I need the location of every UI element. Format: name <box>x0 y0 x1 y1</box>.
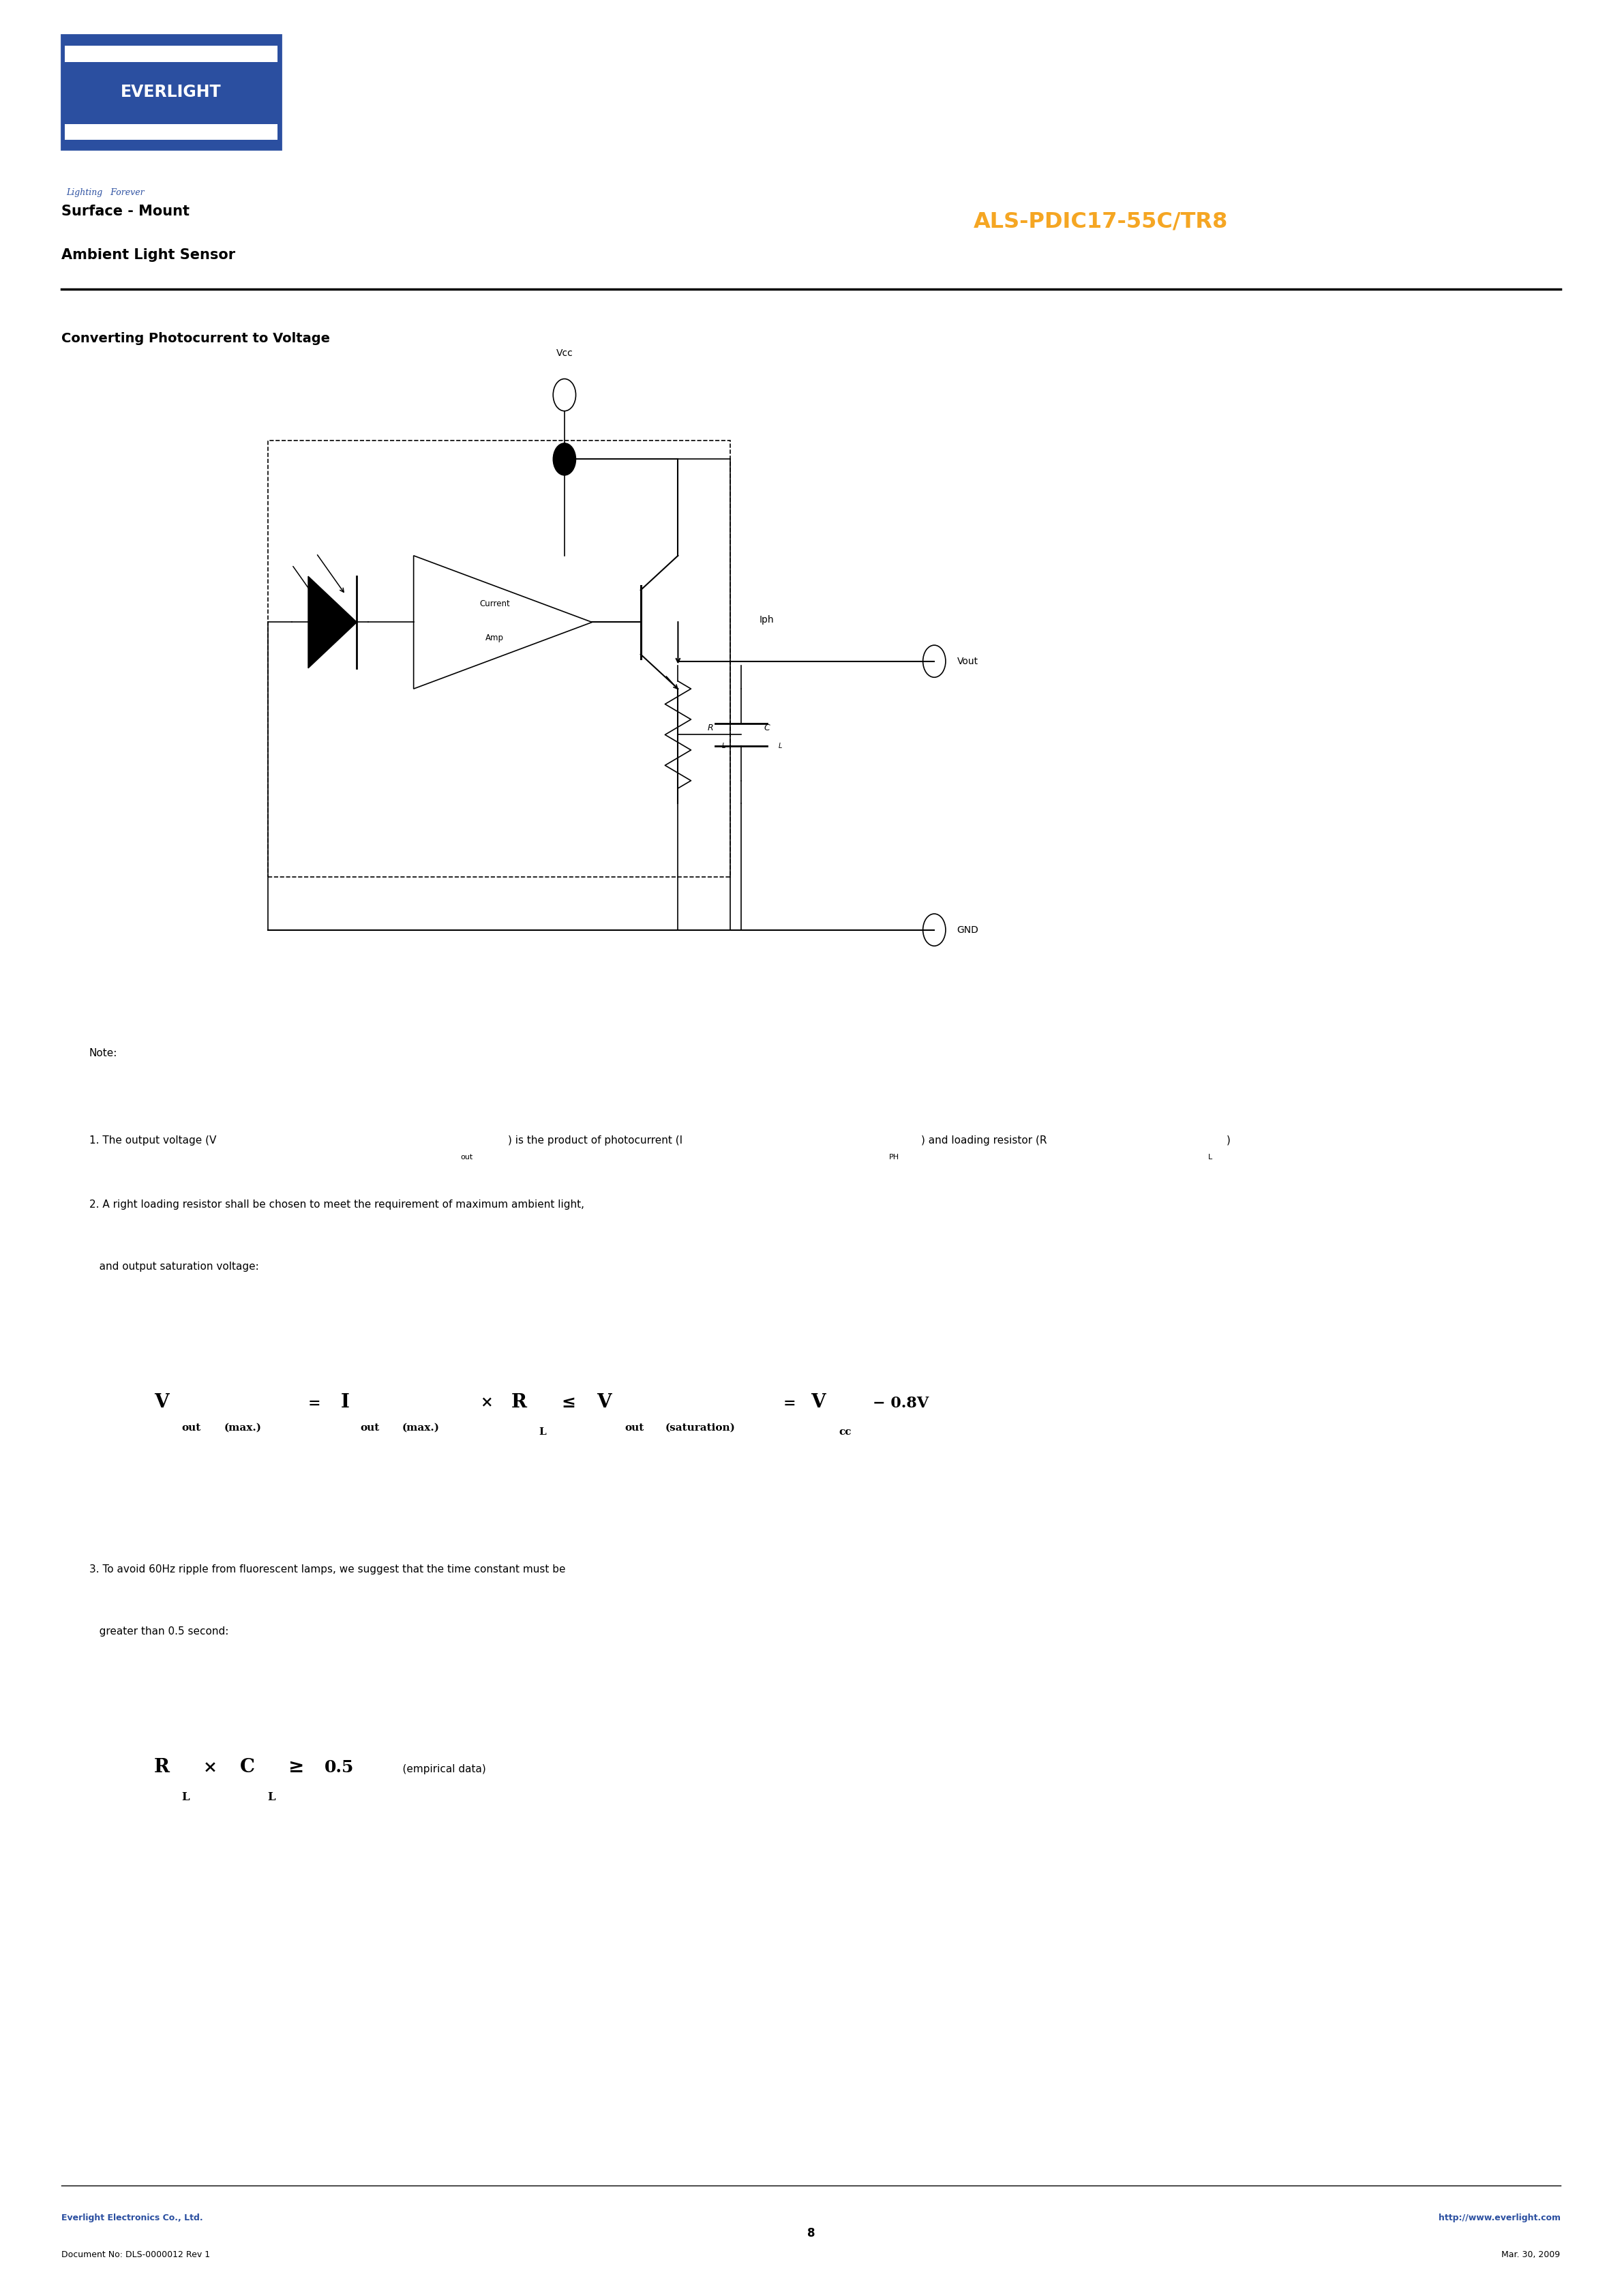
Text: L: L <box>722 744 725 748</box>
Text: 3. To avoid 60Hz ripple from fluorescent lamps, we suggest that the time constan: 3. To avoid 60Hz ripple from fluorescent… <box>89 1564 566 1575</box>
Circle shape <box>553 443 576 475</box>
Text: Vcc: Vcc <box>556 349 573 358</box>
Text: http://www.everlight.com: http://www.everlight.com <box>1439 2213 1560 2223</box>
Text: R: R <box>707 723 714 732</box>
Text: Current: Current <box>480 599 509 608</box>
Text: L: L <box>182 1791 190 1802</box>
FancyBboxPatch shape <box>65 124 277 140</box>
Text: ) and loading resistor (R: ) and loading resistor (R <box>921 1134 1048 1146</box>
Text: =: = <box>308 1396 321 1410</box>
Text: Vout: Vout <box>957 657 978 666</box>
Text: 2. A right loading resistor shall be chosen to meet the requirement of maximum a: 2. A right loading resistor shall be cho… <box>89 1199 584 1210</box>
Text: ×: × <box>203 1759 217 1775</box>
Text: Mar. 30, 2009: Mar. 30, 2009 <box>1502 2250 1560 2259</box>
Text: ): ) <box>1226 1134 1229 1146</box>
Text: ALS-PDIC17-55C/TR8: ALS-PDIC17-55C/TR8 <box>973 211 1228 232</box>
Text: ×: × <box>480 1396 493 1410</box>
Text: PH: PH <box>889 1155 899 1162</box>
Text: R: R <box>154 1759 170 1777</box>
Text: Amp: Amp <box>485 634 504 643</box>
Text: (max.): (max.) <box>224 1424 261 1433</box>
Text: Converting Photocurrent to Voltage: Converting Photocurrent to Voltage <box>62 333 331 344</box>
Text: (empirical data): (empirical data) <box>389 1763 487 1775</box>
Text: EVERLIGHT: EVERLIGHT <box>120 83 222 101</box>
Text: 0.5: 0.5 <box>324 1759 354 1775</box>
Text: R: R <box>511 1394 527 1412</box>
Text: Everlight Electronics Co., Ltd.: Everlight Electronics Co., Ltd. <box>62 2213 203 2223</box>
Text: GND: GND <box>957 925 978 934</box>
Text: I: I <box>341 1394 349 1412</box>
Text: 1. The output voltage (V: 1. The output voltage (V <box>89 1134 216 1146</box>
Text: ) is the product of photocurrent (I: ) is the product of photocurrent (I <box>508 1134 683 1146</box>
Text: (saturation): (saturation) <box>665 1424 735 1433</box>
Text: greater than 0.5 second:: greater than 0.5 second: <box>89 1626 229 1637</box>
Text: ≤: ≤ <box>561 1394 576 1410</box>
Text: =: = <box>783 1396 796 1410</box>
FancyBboxPatch shape <box>62 34 281 149</box>
Text: Surface - Mount: Surface - Mount <box>62 204 190 218</box>
Text: and output saturation voltage:: and output saturation voltage: <box>89 1261 260 1272</box>
Text: V: V <box>811 1394 826 1412</box>
Text: V: V <box>597 1394 611 1412</box>
Text: cc: cc <box>839 1428 852 1437</box>
Text: C: C <box>764 723 770 732</box>
Text: out: out <box>360 1424 380 1433</box>
Polygon shape <box>308 576 357 668</box>
Text: V: V <box>154 1394 169 1412</box>
Text: L: L <box>268 1791 276 1802</box>
Text: ≥: ≥ <box>289 1759 305 1777</box>
Text: out: out <box>461 1155 474 1162</box>
Text: L: L <box>779 744 782 748</box>
Text: L: L <box>1208 1155 1213 1162</box>
Text: out: out <box>182 1424 201 1433</box>
Text: out: out <box>624 1424 644 1433</box>
Text: Document No: DLS-0000012 Rev 1: Document No: DLS-0000012 Rev 1 <box>62 2250 211 2259</box>
FancyBboxPatch shape <box>65 46 277 62</box>
Text: 8: 8 <box>808 2227 814 2239</box>
Text: Lighting   Forever: Lighting Forever <box>67 188 144 197</box>
Text: Iph: Iph <box>759 615 774 625</box>
Text: Note:: Note: <box>89 1047 117 1058</box>
Text: Ambient Light Sensor: Ambient Light Sensor <box>62 248 235 262</box>
Text: L: L <box>539 1428 547 1437</box>
Text: C: C <box>240 1759 255 1777</box>
Text: − 0.8V: − 0.8V <box>873 1396 929 1410</box>
Text: (max.): (max.) <box>402 1424 440 1433</box>
